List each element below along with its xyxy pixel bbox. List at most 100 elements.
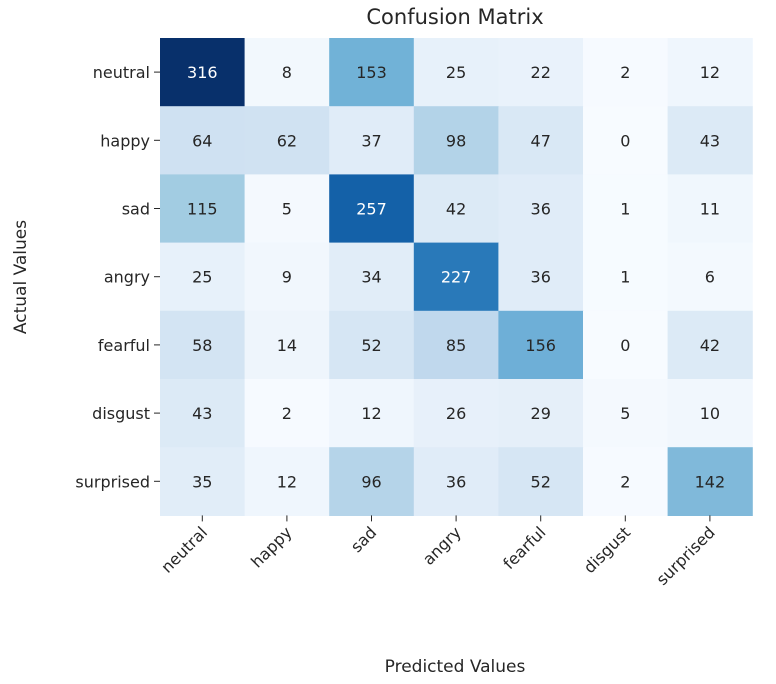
heatmap-cell [498,38,584,107]
cell-value-label: 37 [361,131,381,150]
cell-value-label: 96 [361,472,381,491]
heatmap-cell [498,242,584,312]
x-tick-label: neutral [157,523,211,577]
cell-value-label: 62 [277,131,297,150]
heatmap-cell [329,174,415,244]
cell-value-label: 6 [705,268,715,287]
cell-value-label: 14 [277,336,297,355]
heatmap-cell [667,106,753,175]
cell-value-label: 115 [187,200,218,219]
heatmap-cell [329,38,415,107]
heatmap-cell [583,242,669,312]
cell-value-label: 22 [531,63,551,82]
cell-value-label: 58 [192,336,212,355]
heatmap-cell [667,310,753,380]
cell-value-label: 34 [361,268,381,287]
cell-value-label: 25 [446,63,466,82]
cell-value-label: 0 [620,336,630,355]
cell-value-label: 12 [277,472,297,491]
heatmap-cell [498,174,584,244]
cell-value-label: 8 [282,63,292,82]
cell-value-label: 5 [282,200,292,219]
heatmap-cell [667,38,753,107]
x-tick-label: happy [247,523,296,572]
cell-value-label: 52 [361,336,381,355]
heatmap-cell [498,310,584,380]
x-tick-label: fearful [499,523,549,573]
heatmap-cell [329,447,415,516]
cell-value-label: 36 [446,472,466,491]
heatmap-cell [160,447,246,516]
cell-value-label: 29 [531,404,551,423]
y-tick-label: fearful [98,336,150,355]
cell-value-label: 227 [441,268,472,287]
cell-value-label: 64 [192,131,212,150]
cell-value-label: 12 [700,63,720,82]
y-tick-label: angry [104,268,150,287]
heatmap-cell [498,106,584,175]
x-tick-label: surprised [653,523,719,589]
y-tick-label: surprised [75,472,150,491]
cell-value-label: 52 [531,472,551,491]
heatmap-cell [244,174,330,244]
cell-value-label: 9 [282,268,292,287]
heatmap-cell [667,447,753,516]
heatmap-cell [583,106,669,175]
cell-value-label: 1 [620,200,630,219]
cell-value-label: 43 [700,131,720,150]
cell-value-label: 36 [531,268,551,287]
heatmap-cell [329,310,415,380]
y-tick-label: disgust [92,404,150,423]
heatmap-cell [667,242,753,312]
heatmap-cell [413,242,499,312]
heatmap-cell [160,106,246,175]
cell-value-label: 153 [356,63,387,82]
heatmap-cell [244,106,330,175]
cell-value-label: 47 [531,131,551,150]
cell-value-label: 85 [446,336,466,355]
heatmap-cell [498,447,584,516]
y-tick-label: sad [122,200,150,219]
chart-title: Confusion Matrix [366,5,543,29]
cell-value-label: 12 [361,404,381,423]
heatmap-cell [583,310,669,380]
heatmap-cell [244,447,330,516]
heatmap-cell [413,447,499,516]
x-tick-label: angry [419,523,465,569]
heatmap-cell [244,310,330,380]
cell-value-label: 25 [192,268,212,287]
cell-value-label: 2 [282,404,292,423]
heatmap-cell [583,38,669,107]
x-axis-ticks: neutral happy sad angry fearful disgust surpri… [157,515,719,589]
heatmap-cell [413,310,499,380]
heatmap-cell [329,242,415,312]
heatmap-cell [160,242,246,312]
y-tick-label: neutral [93,63,150,82]
cell-value-label: 36 [531,200,551,219]
heatmap-cell [160,38,246,107]
cell-value-label: 42 [446,200,466,219]
heatmap-cell [583,379,669,448]
y-axis-ticks: neutral happy sad angry fearful disgust surpri… [75,63,160,491]
x-axis-label: Predicted Values [385,657,526,677]
cell-value-label: 257 [356,200,387,219]
heatmap-cell [667,379,753,448]
cell-value-label: 26 [446,404,466,423]
heatmap-cell [667,174,753,244]
cell-value-label: 2 [620,63,630,82]
cell-value-label: 0 [620,131,630,150]
heatmap-cell [583,447,669,516]
cell-value-label: 35 [192,472,212,491]
heatmap-cell [329,106,415,175]
cell-value-label: 1 [620,268,630,287]
cell-value-label: 10 [700,404,720,423]
y-axis-label: Actual Values [11,220,31,334]
heatmap-cell [160,174,246,244]
heatmap-cell [498,379,584,448]
heatmap-cell [160,379,246,448]
cell-value-label: 5 [620,404,630,423]
heatmap-cell [160,310,246,380]
heatmap-cell [329,379,415,448]
cell-value-label: 43 [192,404,212,423]
cell-value-label: 42 [700,336,720,355]
